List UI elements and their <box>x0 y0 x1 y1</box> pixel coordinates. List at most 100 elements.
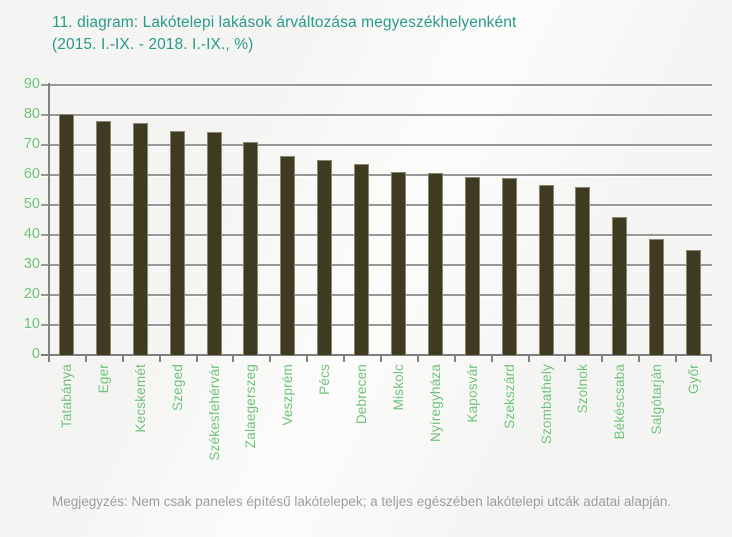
x-label-col: Eger <box>85 364 122 496</box>
x-label-col: Tatabánya <box>48 364 85 496</box>
x-label-col: Kecskemét <box>122 364 159 496</box>
y-tick-label-70: 70 <box>23 136 40 152</box>
x-axis-tick <box>159 355 161 362</box>
x-axis-tick <box>122 355 124 362</box>
bar-kecskemét <box>133 123 148 355</box>
x-tick-label-miskolc: Miskolc <box>391 364 406 411</box>
gridline-y50 <box>41 204 712 206</box>
x-label-col: Székesfehérvár <box>196 364 233 496</box>
x-axis-tick <box>454 355 456 362</box>
x-axis-tick <box>380 355 382 362</box>
x-axis-tick <box>196 355 198 362</box>
x-tick-label-békéscsaba: Békéscsaba <box>612 364 627 440</box>
bar-kaposvár <box>465 177 480 355</box>
x-tick-label-tatabánya: Tatabánya <box>59 364 74 429</box>
y-tick-label-90: 90 <box>23 76 40 92</box>
y-axis-tick-labels: 90 80 70 60 50 40 30 20 10 0 <box>0 76 40 362</box>
x-tick-label-kaposvár: Kaposvár <box>465 364 480 423</box>
bar-szolnok <box>575 187 590 355</box>
x-tick-label-szeged: Szeged <box>170 364 185 411</box>
gridline-y60 <box>41 174 712 176</box>
x-axis-tick <box>675 355 677 362</box>
y-tick-label-60: 60 <box>23 166 40 182</box>
bar-székesfehérvár <box>207 132 222 355</box>
gridline-y10 <box>41 324 712 326</box>
gridline-y30 <box>41 264 712 266</box>
x-label-col: Salgótarján <box>638 364 675 496</box>
x-tick-label-nyíregyháza: Nyíregyháza <box>428 364 443 442</box>
x-axis-tick <box>48 355 50 362</box>
x-tick-label-veszprém: Veszprém <box>280 364 295 426</box>
plot-area <box>41 83 712 362</box>
x-tick-label-szolnok: Szolnok <box>575 364 590 414</box>
x-label-col: Szombathely <box>528 364 565 496</box>
x-tick-label-pécs: Pécs <box>317 364 332 395</box>
x-label-col: Szekszárd <box>491 364 528 496</box>
gridline-y70 <box>41 144 712 146</box>
x-label-col: Nyíregyháza <box>417 364 454 496</box>
bar-szekszárd <box>502 178 517 355</box>
chart-title-line2: (2015. I.-IX. - 2018. I.-IX., %) <box>52 36 254 53</box>
x-axis-tick <box>232 355 234 362</box>
x-tick-label-eger: Eger <box>96 364 111 394</box>
x-label-col: Kaposvár <box>454 364 491 496</box>
bar-pécs <box>317 160 332 355</box>
x-label-col: Miskolc <box>380 364 417 496</box>
gridline-y20 <box>41 294 712 296</box>
x-tick-label-zalaegerszeg: Zalaegerszeg <box>243 364 258 449</box>
x-tick-label-debrecen: Debrecen <box>354 364 369 425</box>
x-label-col: Békéscsaba <box>601 364 638 496</box>
x-label-col: Pécs <box>306 364 343 496</box>
bar-tatabánya <box>59 114 74 355</box>
x-tick-label-szombathely: Szombathely <box>539 364 554 445</box>
y-tick-label-30: 30 <box>23 256 40 272</box>
gridline-y90 <box>41 84 712 86</box>
x-tick-label-szekszárd: Szekszárd <box>502 364 517 429</box>
chart-title: 11. diagram: Lakótelepi lakások árváltoz… <box>52 12 516 56</box>
x-axis-tick <box>491 355 493 362</box>
x-axis-tick <box>710 355 712 362</box>
bar-szeged <box>170 131 185 355</box>
bar-eger <box>96 121 111 355</box>
gridline-y0 <box>41 354 712 356</box>
bar-békéscsaba <box>612 217 627 355</box>
x-tick-label-győr: Győr <box>686 364 701 395</box>
x-label-col: Debrecen <box>343 364 380 496</box>
x-label-col: Zalaegerszeg <box>232 364 269 496</box>
x-label-col: Szeged <box>159 364 196 496</box>
x-tick-label-székesfehérvár: Székesfehérvár <box>207 364 222 461</box>
x-label-col: Veszprém <box>269 364 306 496</box>
bar-nyíregyháza <box>428 173 443 355</box>
bar-veszprém <box>280 156 295 355</box>
bar-szombathely <box>539 185 554 355</box>
bar-győr <box>686 250 701 355</box>
y-axis-line <box>48 83 50 362</box>
y-tick-label-0: 0 <box>31 346 40 362</box>
x-axis-tick <box>564 355 566 362</box>
gridline-y80 <box>41 114 712 116</box>
bar-chart: 90 80 70 60 50 40 30 20 10 0 Tatabánya Eger Kecskem… <box>0 76 712 496</box>
x-axis-tick <box>528 355 530 362</box>
bar-salgótarján <box>649 239 664 355</box>
x-tick-label-salgótarján: Salgótarján <box>649 364 664 435</box>
x-tick-label-kecskemét: Kecskemét <box>133 364 148 433</box>
y-tick-label-40: 40 <box>23 226 40 242</box>
x-axis-tick <box>269 355 271 362</box>
bar-zalaegerszeg <box>243 142 258 355</box>
x-label-col: Győr <box>675 364 712 496</box>
chart-title-line1: 11. diagram: Lakótelepi lakások árváltoz… <box>52 14 517 31</box>
x-label-col: Szolnok <box>564 364 601 496</box>
y-tick-label-50: 50 <box>23 196 40 212</box>
bar-miskolc <box>391 172 406 355</box>
x-axis-tick <box>638 355 640 362</box>
y-tick-label-10: 10 <box>23 316 40 332</box>
x-axis-tick <box>306 355 308 362</box>
y-tick-label-80: 80 <box>23 106 40 122</box>
x-axis-tick <box>601 355 603 362</box>
x-axis-tick <box>417 355 419 362</box>
bar-debrecen <box>354 164 369 355</box>
gridline-y40 <box>41 234 712 236</box>
y-tick-label-20: 20 <box>23 286 40 302</box>
x-axis-tick <box>85 355 87 362</box>
